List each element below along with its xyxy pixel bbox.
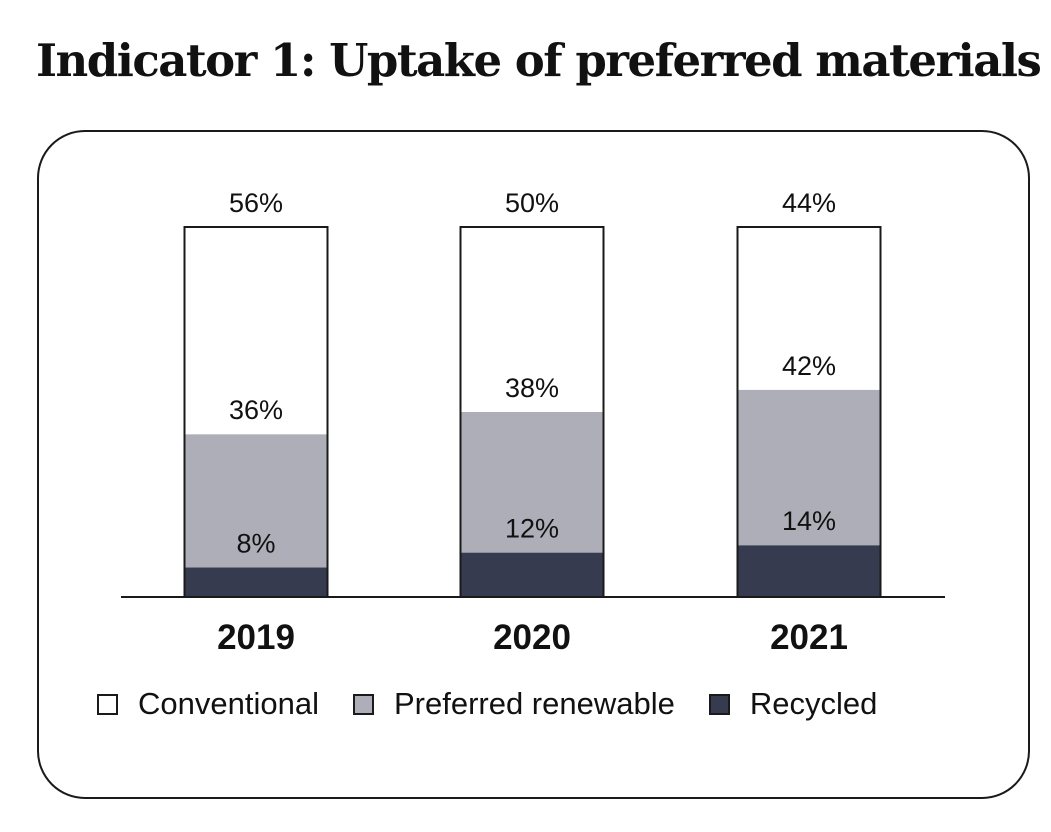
legend-label-preferred-renewable: Preferred renewable <box>393 686 675 721</box>
chart-title: Indicator 1: Uptake of preferred materia… <box>36 34 1042 87</box>
data-label-recycled-2019: 8% <box>236 528 275 558</box>
bar-segment-conventional-2020 <box>460 227 604 412</box>
x-tick-label-2021: 2021 <box>770 618 848 657</box>
bar-segment-conventional-2021 <box>737 227 881 390</box>
legend-item-recycled: Recycled <box>708 686 878 722</box>
legend-swatch-recycled <box>708 693 730 715</box>
bar-segment-recycled-2019 <box>184 567 328 597</box>
bar-segment-recycled-2020 <box>460 552 604 597</box>
x-tick-label-2019: 2019 <box>217 618 295 657</box>
bar-segment-preferred-renewable-2020 <box>460 412 604 553</box>
data-label-recycled-2020: 12% <box>505 514 559 544</box>
legend-label-conventional: Conventional <box>138 686 319 721</box>
data-label-conventional-2021: 44% <box>782 188 836 218</box>
data-label-conventional-2020: 50% <box>505 188 559 218</box>
legend-swatch-conventional <box>97 693 118 715</box>
legend-item-conventional: Conventional <box>97 686 319 722</box>
bar-segment-conventional-2019 <box>184 227 328 435</box>
bar-segment-preferred-renewable-2021 <box>737 389 881 546</box>
legend: Conventional Preferred renewable Recycle… <box>97 686 911 722</box>
x-tick-label-2020: 2020 <box>493 618 571 657</box>
legend-label-recycled: Recycled <box>749 686 878 721</box>
data-label-preferred-renewable-2021: 42% <box>782 351 836 381</box>
data-label-preferred-renewable-2020: 38% <box>505 373 559 403</box>
legend-item-preferred-renewable: Preferred renewable <box>352 686 675 722</box>
legend-swatch-preferred-renewable <box>352 693 374 715</box>
data-label-preferred-renewable-2019: 36% <box>229 395 283 425</box>
data-label-recycled-2021: 14% <box>782 506 836 536</box>
data-label-conventional-2019: 56% <box>229 188 283 218</box>
bar-segment-recycled-2021 <box>737 545 881 597</box>
bar-segment-preferred-renewable-2019 <box>184 434 328 568</box>
